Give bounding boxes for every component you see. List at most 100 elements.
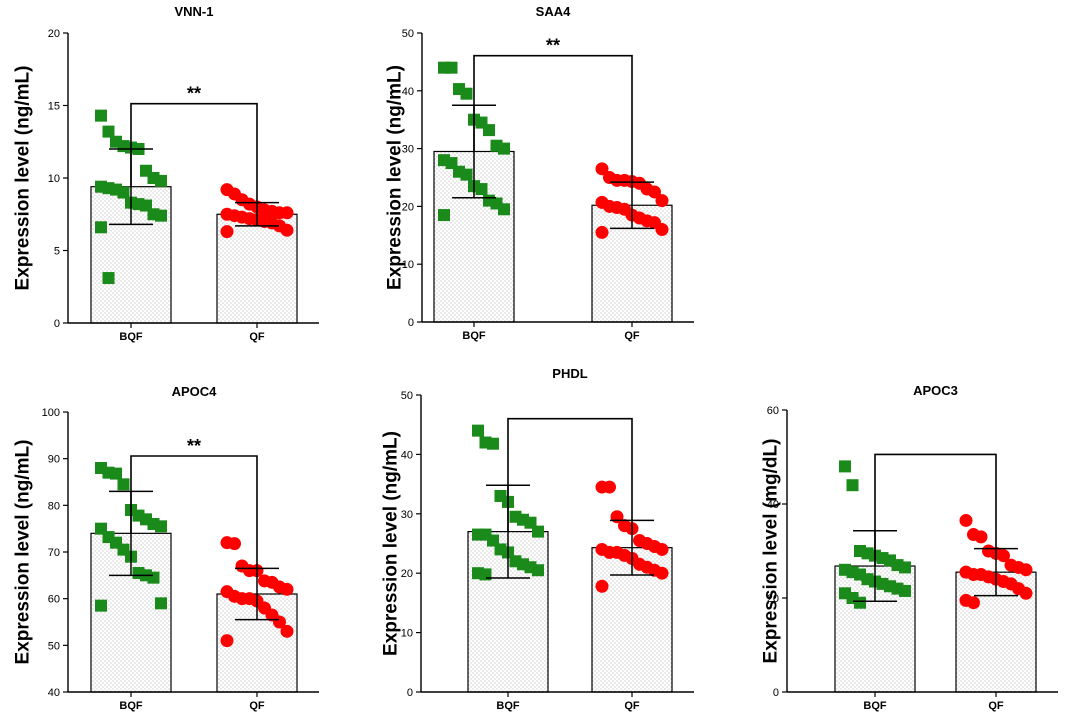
y-tick-label: 30	[401, 509, 413, 521]
data-point-circle	[648, 185, 661, 199]
significance-label: **	[187, 84, 201, 104]
data-point-square	[110, 467, 122, 480]
data-point-circle	[974, 530, 988, 544]
data-point-circle	[655, 223, 669, 237]
y-tick-label: 40	[401, 449, 413, 461]
y-tick-label: 20	[48, 28, 60, 40]
chart-title: PHDL	[552, 366, 587, 381]
data-point-square	[472, 424, 484, 437]
y-tick-label: 70	[48, 547, 60, 559]
y-axis-label: Expression level (ng/mL)	[13, 440, 34, 665]
data-point-square	[117, 186, 130, 199]
data-point-square	[475, 183, 488, 196]
data-point-square	[95, 109, 107, 122]
y-tick-label: 20	[402, 201, 414, 213]
y-tick-label: 0	[54, 318, 60, 330]
data-point-square	[483, 124, 495, 137]
data-point-square	[899, 584, 911, 597]
y-tick-label: 100	[42, 407, 60, 419]
y-tick-label: 60	[767, 405, 779, 417]
significance-label: **	[546, 36, 560, 56]
chart-panel-phdl: PHDL Expression level (ng/mL) 0 10 20 30 40 50 B…	[381, 366, 694, 712]
x-tick-label-bqf: BQF	[119, 700, 143, 712]
chart-panel-apoc3: APOC3 Expression level (mg/dL) 0 20 40 60 BQF Q…	[761, 383, 1058, 712]
data-point-square	[445, 61, 458, 74]
y-tick-label: 50	[402, 28, 414, 40]
data-point-circle	[280, 223, 294, 237]
chart-panel-saa4: SAA4 Expression level (ng/mL) ** 0 10 20 30 40 5…	[385, 4, 694, 342]
data-point-square	[899, 561, 911, 574]
x-tick-label-bqf: BQF	[496, 700, 520, 712]
data-point-square	[117, 478, 130, 491]
y-tick-label: 5	[54, 246, 60, 258]
y-tick-label: 0	[773, 687, 779, 699]
y-tick-label: 10	[48, 173, 60, 185]
chart-title: APOC4	[172, 384, 218, 399]
x-tick-label-qf: QF	[249, 331, 265, 343]
data-point-square	[102, 125, 115, 138]
y-tick-label: 40	[48, 687, 60, 699]
data-point-circle	[655, 542, 669, 556]
data-point-square	[460, 87, 473, 100]
y-axis-label: Expression level (ng/mL)	[381, 431, 402, 656]
significance-bracket	[130, 455, 258, 569]
data-point-circle	[1019, 563, 1033, 577]
chart-panel-apoc4: APOC4 Expression level (ng/mL) ** 40 50 60 70 8…	[13, 384, 319, 712]
significance-bracket	[874, 453, 997, 567]
data-point-square	[147, 571, 160, 584]
chart-title: VNN-1	[174, 4, 213, 19]
y-tick-label: 0	[407, 687, 413, 699]
x-tick-label-qf: QF	[249, 700, 265, 712]
data-point-square	[155, 209, 167, 222]
y-tick-label: 30	[402, 144, 414, 156]
x-tick-label-qf: QF	[624, 330, 640, 342]
y-tick-label: 80	[48, 500, 60, 512]
y-tick-label: 0	[408, 317, 414, 329]
y-tick-label: 60	[48, 594, 60, 606]
data-point-circle	[220, 225, 234, 239]
data-point-square	[532, 564, 544, 577]
data-point-square	[438, 209, 450, 222]
data-point-circle	[967, 596, 980, 610]
data-point-square	[155, 597, 167, 610]
data-point-circle	[228, 537, 241, 551]
data-point-circle	[220, 634, 234, 648]
data-point-circle	[603, 480, 616, 494]
data-point-circle	[655, 194, 669, 208]
chart-title: SAA4	[536, 4, 571, 19]
y-tick-label: 40	[767, 499, 779, 511]
data-point-square	[102, 272, 115, 285]
data-point-circle	[997, 549, 1010, 563]
y-tick-label: 20	[401, 568, 413, 580]
data-point-square	[839, 460, 851, 473]
x-tick-label-qf: QF	[624, 700, 640, 712]
chart-title: APOC3	[913, 383, 958, 398]
y-axis-label: Expression level (mg/dL)	[761, 439, 782, 664]
y-tick-label: 15	[48, 101, 60, 113]
x-tick-label-bqf: BQF	[119, 331, 143, 343]
data-point-square	[854, 596, 866, 609]
data-point-circle	[280, 206, 294, 220]
data-point-square	[155, 174, 167, 187]
data-point-square	[155, 520, 167, 533]
y-tick-label: 10	[402, 259, 414, 271]
data-point-square	[95, 599, 107, 612]
data-point-circle	[595, 225, 609, 239]
data-point-square	[498, 142, 510, 155]
data-point-square	[460, 168, 473, 181]
data-point-circle	[959, 513, 973, 527]
significance-label: **	[187, 436, 201, 456]
data-point-square	[487, 437, 499, 450]
y-axis-label: Expression level (ng/mL)	[13, 66, 34, 291]
data-point-square	[532, 525, 544, 538]
y-tick-label: 50	[401, 390, 413, 402]
y-axis-label: Expression level (ng/mL)	[385, 65, 406, 290]
y-tick-label: 10	[401, 628, 413, 640]
data-point-square	[95, 221, 107, 234]
data-point-circle	[280, 582, 294, 596]
data-point-circle	[280, 624, 294, 638]
y-tick-label: 20	[767, 593, 779, 605]
data-point-square	[846, 479, 859, 492]
y-tick-label: 90	[48, 454, 60, 466]
